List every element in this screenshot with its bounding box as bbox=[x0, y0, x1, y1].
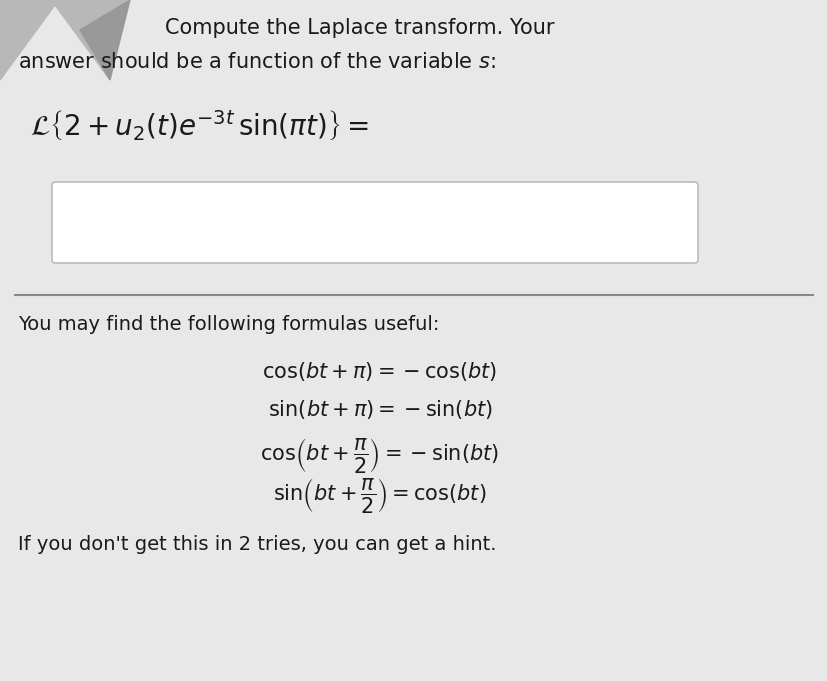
Text: $\sin\!\left(bt + \dfrac{\pi}{2}\right) = \cos(bt)$: $\sin\!\left(bt + \dfrac{\pi}{2}\right) … bbox=[273, 476, 486, 515]
Text: You may find the following formulas useful:: You may find the following formulas usef… bbox=[18, 315, 439, 334]
Polygon shape bbox=[80, 0, 130, 80]
FancyBboxPatch shape bbox=[52, 182, 697, 263]
Polygon shape bbox=[0, 0, 130, 80]
Text: Compute the Laplace transform. Your: Compute the Laplace transform. Your bbox=[165, 18, 554, 38]
Text: If you don't get this in 2 tries, you can get a hint.: If you don't get this in 2 tries, you ca… bbox=[18, 535, 496, 554]
Text: $\cos(bt + \pi) = -\cos(bt)$: $\cos(bt + \pi) = -\cos(bt)$ bbox=[262, 360, 497, 383]
Text: answer should be a function of the variable $s$:: answer should be a function of the varia… bbox=[18, 52, 495, 72]
Text: $\cos\!\left(bt + \dfrac{\pi}{2}\right) = -\sin(bt)$: $\cos\!\left(bt + \dfrac{\pi}{2}\right) … bbox=[261, 436, 499, 475]
Text: $\sin(bt + \pi) = -\sin(bt)$: $\sin(bt + \pi) = -\sin(bt)$ bbox=[267, 398, 492, 421]
Text: $\mathcal{L}\left\{2 + u_2(t)e^{-3t}\,\sin(\pi t)\right\} = $: $\mathcal{L}\left\{2 + u_2(t)e^{-3t}\,\s… bbox=[30, 108, 369, 143]
